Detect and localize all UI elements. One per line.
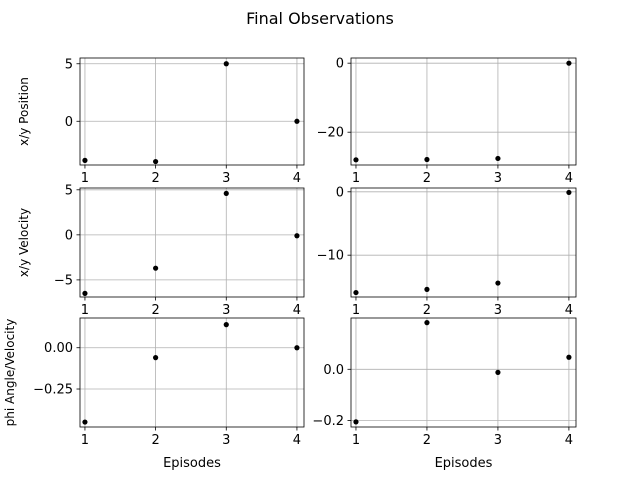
y-tick-label: −20 <box>317 126 344 141</box>
x-tick-label: 4 <box>293 303 301 318</box>
x-tick-label: 1 <box>352 303 360 318</box>
x-tick-label: 1 <box>352 433 360 448</box>
data-point <box>223 322 229 328</box>
x-tick-label: 1 <box>81 303 89 318</box>
data-point <box>566 354 572 360</box>
y-tick-label: 5 <box>65 57 73 72</box>
x-tick-label: 3 <box>494 171 502 186</box>
x-tick-label: 4 <box>565 433 573 448</box>
data-point <box>294 345 300 351</box>
data-point <box>495 280 501 286</box>
data-point <box>82 419 88 425</box>
x-tick-label: 2 <box>423 171 431 186</box>
x-tick-label: 3 <box>222 303 230 318</box>
x-tick-label: 1 <box>81 171 89 186</box>
y-tick-label: −10 <box>317 249 344 264</box>
data-point <box>424 286 430 292</box>
x-tick-label: 3 <box>494 303 502 318</box>
y-tick-label: 0 <box>65 115 73 130</box>
y-tick-label: 0 <box>65 228 73 243</box>
x-tick-label: 2 <box>423 303 431 318</box>
x-tick-label: 2 <box>151 303 159 318</box>
y-axis-label: phi Angle/Velocity <box>3 319 17 427</box>
subplots-grid: 1 2 3 4 5 0 x/y Position 1 2 3 4 0 −20 1 2 3 4 5 0 −5 x/y Ve… <box>3 57 577 471</box>
x-tick-label: 4 <box>293 171 301 186</box>
x-tick-label: 3 <box>222 433 230 448</box>
data-point <box>82 290 88 296</box>
figure-title: Final Observations <box>246 9 394 28</box>
axes-frame <box>79 187 305 298</box>
axes-frame <box>350 57 577 166</box>
subplot-6: 1 2 3 4 0.0 −0.2 Episodes <box>312 317 577 471</box>
data-point <box>153 355 159 361</box>
x-tick-label: 2 <box>151 433 159 448</box>
data-point <box>353 419 359 425</box>
x-tick-label: 1 <box>352 171 360 186</box>
data-point <box>82 157 88 163</box>
data-point <box>153 265 159 271</box>
data-point <box>353 157 359 163</box>
subplot-2: 1 2 3 4 0 −20 <box>317 57 577 186</box>
data-point <box>353 289 359 296</box>
y-tick-label: 5 <box>65 183 73 198</box>
subplot-4: 1 2 3 4 0 −10 <box>317 185 577 318</box>
subplot-5: 1 2 3 4 0.00 −0.25 phi Angle/Velocity Episodes <box>3 317 305 471</box>
data-point <box>495 369 501 375</box>
x-tick-label: 4 <box>565 303 573 318</box>
x-tick-label: 4 <box>293 433 301 448</box>
x-tick-label: 3 <box>494 433 502 448</box>
y-tick-label: 0.00 <box>44 341 73 356</box>
x-axis-label: Episodes <box>435 456 493 471</box>
x-tick-label: 2 <box>423 433 431 448</box>
y-tick-label: −5 <box>54 273 73 288</box>
y-tick-label: −0.2 <box>312 414 344 429</box>
data-point <box>294 118 300 124</box>
y-tick-label: 0 <box>336 57 344 72</box>
axes-frame <box>350 317 577 428</box>
y-tick-label: 0.0 <box>323 363 344 378</box>
data-point <box>153 158 159 165</box>
data-point <box>495 155 501 162</box>
x-tick-label: 3 <box>222 171 230 186</box>
subplot-1: 1 2 3 4 5 0 x/y Position <box>17 57 305 186</box>
x-tick-label: 4 <box>565 171 573 186</box>
y-axis-label: x/y Velocity <box>17 208 31 277</box>
data-point <box>223 190 229 197</box>
x-tick-label: 2 <box>151 171 159 186</box>
x-tick-label: 1 <box>81 433 89 448</box>
data-point <box>424 156 430 163</box>
y-axis-label: x/y Position <box>17 77 31 146</box>
axes-frame <box>350 187 577 298</box>
data-point <box>424 320 430 326</box>
data-point <box>223 61 229 67</box>
y-tick-label: −0.25 <box>33 383 73 398</box>
data-point <box>294 233 300 239</box>
axes-frame <box>79 317 305 428</box>
y-tick-label: 0 <box>336 185 344 200</box>
data-point <box>566 60 572 66</box>
data-point <box>566 189 572 196</box>
subplot-3: 1 2 3 4 5 0 −5 x/y Velocity <box>17 183 305 318</box>
axes-frame <box>79 57 305 166</box>
x-axis-label: Episodes <box>163 456 221 471</box>
